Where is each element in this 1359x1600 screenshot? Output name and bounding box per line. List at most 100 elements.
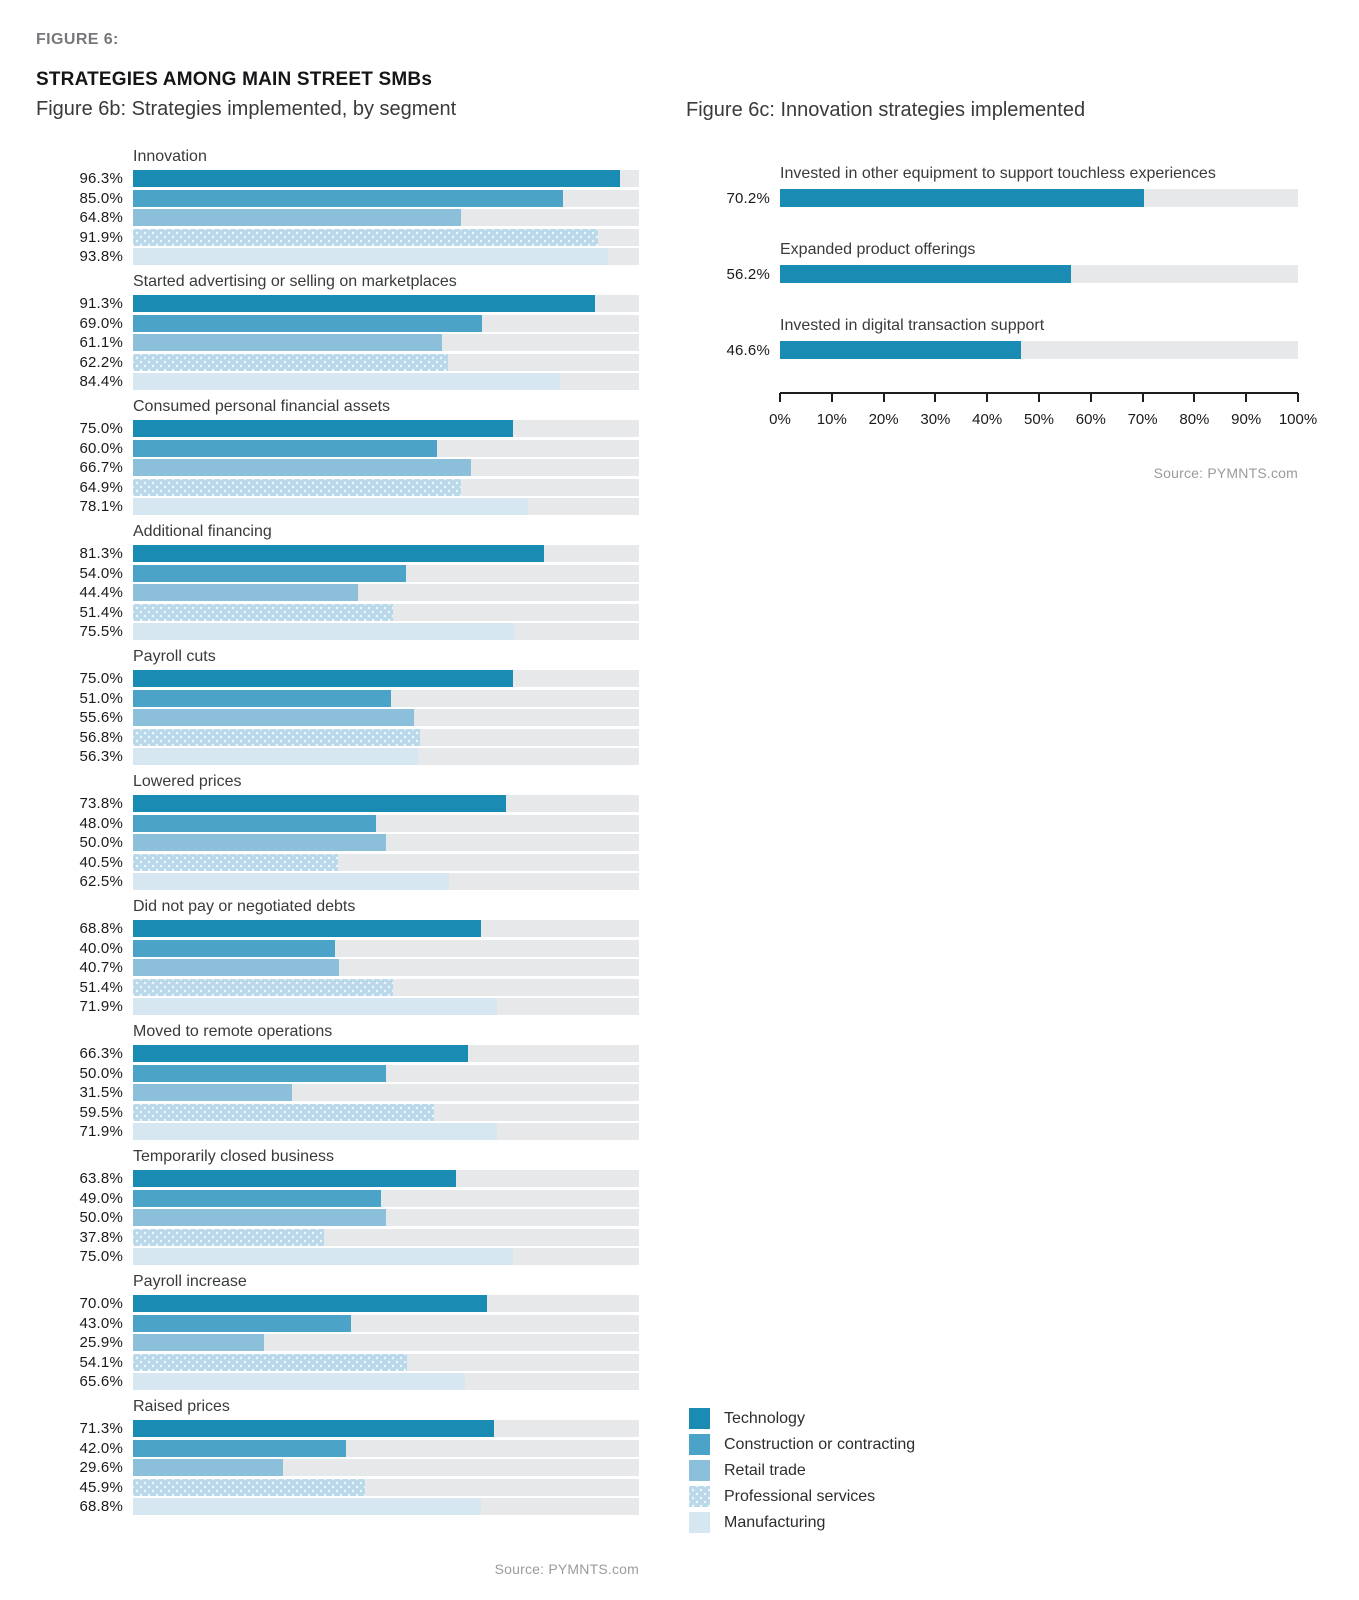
bar-row: 37.8% bbox=[36, 1228, 639, 1246]
bar-value: 56.3% bbox=[79, 748, 123, 765]
bar-rows: 66.3% 50.0% 31.5% 59.5% 71.9% bbox=[36, 1045, 639, 1140]
bar-track bbox=[133, 795, 639, 812]
bar-fill bbox=[133, 334, 443, 351]
bar-value: 70.2% bbox=[726, 189, 770, 207]
legend-label: Technology bbox=[724, 1410, 805, 1427]
bar-row: 73.8% bbox=[36, 795, 639, 812]
bar-track bbox=[133, 1170, 639, 1187]
bar-row: 70.2% bbox=[686, 189, 1298, 207]
bar-row: 50.0% bbox=[36, 1064, 639, 1082]
bar-row: 78.1% bbox=[36, 498, 639, 515]
bar-value: 54.0% bbox=[79, 564, 123, 582]
legend: Technology Construction or contracting Ret… bbox=[689, 1408, 915, 1538]
axis-tick-label: 30% bbox=[920, 411, 951, 428]
bar-track bbox=[133, 189, 639, 207]
bar-track bbox=[133, 228, 639, 246]
bar-track bbox=[133, 314, 639, 332]
fig6b-source-note: Source: PYMNTS.com bbox=[494, 1561, 639, 1577]
bar-value: 40.7% bbox=[79, 959, 123, 976]
page-title: STRATEGIES AMONG MAIN STREET SMBs bbox=[36, 69, 433, 90]
bar-rows: 70.0% 43.0% 25.9% 54.1% 65.6% bbox=[36, 1295, 639, 1390]
bar-group: Expanded product offerings 56.2% bbox=[686, 240, 1298, 283]
bar-row: 51.4% bbox=[36, 603, 639, 621]
bar-fill bbox=[133, 939, 336, 957]
bar-value: 51.4% bbox=[79, 603, 123, 621]
bar-value: 59.5% bbox=[79, 1103, 123, 1121]
bar-track bbox=[133, 623, 639, 640]
fig6c-source-note: Source: PYMNTS.com bbox=[1153, 465, 1298, 481]
bar-fill bbox=[133, 1478, 366, 1496]
bar-value: 56.8% bbox=[79, 728, 123, 746]
bar-value: 48.0% bbox=[79, 814, 123, 832]
bar-label: Invested in other equipment to support t… bbox=[780, 165, 1216, 182]
bar-fill bbox=[133, 920, 482, 937]
bar-track bbox=[133, 248, 639, 265]
bar-row: 51.0% bbox=[36, 689, 639, 707]
figure-tag: FIGURE 6: bbox=[36, 31, 119, 48]
bar-track bbox=[133, 670, 639, 687]
bar-group: Lowered prices 73.8% 48.0% 50.0% 40.5% 62.5% bbox=[36, 772, 639, 890]
bar-row: 44.4% bbox=[36, 584, 639, 601]
bar-value: 85.0% bbox=[79, 189, 123, 207]
bar-value: 29.6% bbox=[79, 1459, 123, 1476]
bar-fill bbox=[133, 439, 437, 457]
axis-tick-label: 100% bbox=[1278, 411, 1318, 428]
legend-swatch bbox=[689, 1434, 710, 1455]
bar-fill bbox=[133, 689, 392, 707]
fig6c-title: Figure 6c: Innovation strategies impleme… bbox=[686, 99, 1086, 121]
bar-group-label: Did not pay or negotiated debts bbox=[133, 898, 356, 915]
axis-tick-label: 40% bbox=[972, 411, 1003, 428]
legend-item: Professional services bbox=[689, 1486, 915, 1507]
bar-group-label: Raised prices bbox=[133, 1398, 230, 1415]
bar-track bbox=[133, 1373, 639, 1390]
bar-value: 31.5% bbox=[79, 1084, 123, 1101]
bar-row: 61.1% bbox=[36, 334, 639, 351]
bar-row: 62.5% bbox=[36, 873, 639, 890]
axis-tick bbox=[1038, 393, 1040, 402]
bar-row: 56.8% bbox=[36, 728, 639, 746]
bar-row: 40.5% bbox=[36, 853, 639, 871]
bar-value: 50.0% bbox=[79, 834, 123, 851]
bar-value: 75.0% bbox=[79, 1248, 123, 1265]
axis-tick-label: 80% bbox=[1179, 411, 1210, 428]
bar-fill bbox=[133, 853, 338, 871]
bar-row: 40.7% bbox=[36, 959, 639, 976]
bar-group-label: Lowered prices bbox=[133, 773, 242, 790]
bar-fill bbox=[133, 1439, 346, 1457]
bar-group-label: Started advertising or selling on market… bbox=[133, 273, 457, 290]
bar-row: 55.6% bbox=[36, 709, 639, 726]
bar-row: 71.9% bbox=[36, 1123, 639, 1140]
bar-value: 73.8% bbox=[79, 795, 123, 812]
bar-fill bbox=[133, 748, 418, 765]
bar-fill bbox=[133, 170, 621, 187]
bar-value: 75.5% bbox=[79, 623, 123, 640]
bar-fill bbox=[133, 545, 545, 562]
bar-group: Temporarily closed business 63.8% 49.0% 50.… bbox=[36, 1147, 639, 1265]
bar-rows: 68.8% 40.0% 40.7% 51.4% 71.9% bbox=[36, 920, 639, 1015]
bar-track bbox=[133, 959, 639, 976]
bar-group: Started advertising or selling on market… bbox=[36, 272, 639, 390]
bar-row: 66.3% bbox=[36, 1045, 639, 1062]
fig6b-chart: Innovation 96.3% 85.0% 64.8% 91.9% 93.8% Start… bbox=[36, 147, 639, 1515]
bar-group-label: Temporarily closed business bbox=[133, 1148, 334, 1165]
bar-fill bbox=[133, 1295, 488, 1312]
bar-group: Did not pay or negotiated debts 68.8% 40.0… bbox=[36, 897, 639, 1015]
bar-rows: 71.3% 42.0% 29.6% 45.9% 68.8% bbox=[36, 1420, 639, 1515]
bar-group-label: Payroll cuts bbox=[133, 648, 216, 665]
bar-track bbox=[133, 709, 639, 726]
bar-track bbox=[133, 170, 639, 187]
axis-tick bbox=[1089, 393, 1092, 402]
bar-track bbox=[133, 1064, 639, 1082]
bar-value: 63.8% bbox=[79, 1170, 123, 1187]
bar-track bbox=[133, 1103, 639, 1121]
axis-tick bbox=[1245, 393, 1248, 402]
bar-row: 68.8% bbox=[36, 1498, 639, 1515]
bar-group: Raised prices 71.3% 42.0% 29.6% 45.9% 68.8% bbox=[36, 1397, 639, 1515]
bar-track bbox=[133, 1189, 639, 1207]
legend-swatch bbox=[689, 1460, 710, 1481]
bar-value: 96.3% bbox=[79, 170, 123, 187]
bar-row: 56.2% bbox=[686, 265, 1298, 283]
bar-row: 66.7% bbox=[36, 459, 639, 476]
bar-value: 64.9% bbox=[79, 478, 123, 496]
axis-tick bbox=[779, 393, 781, 402]
